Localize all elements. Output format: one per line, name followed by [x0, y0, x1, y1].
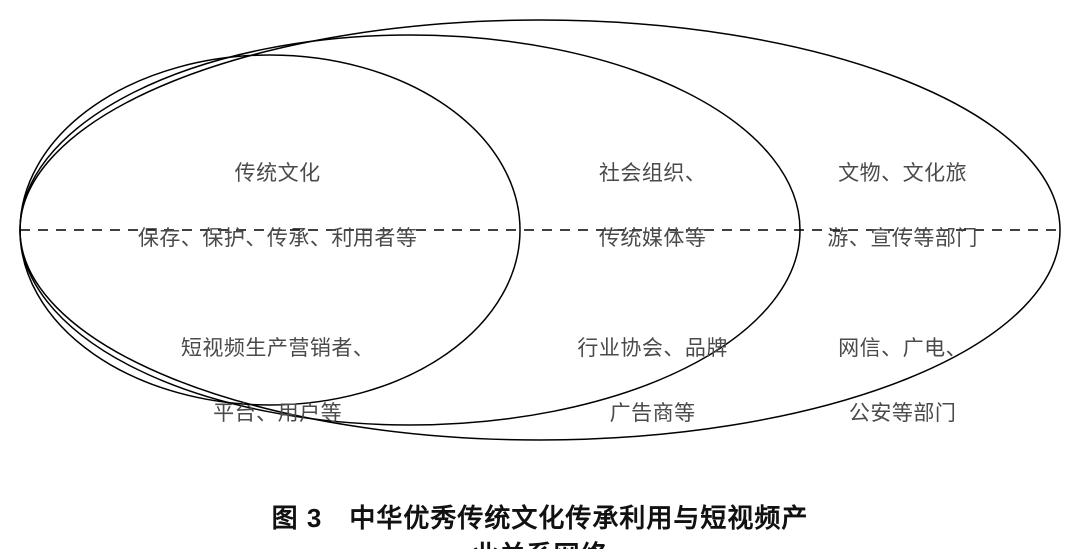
cell-r1c3: 文物、文化旅 游、宣传等部门 — [802, 125, 978, 288]
cell-r2c3: 网信、广电、 公安等部门 — [813, 300, 967, 463]
cell-r2c1: 短视频生产营销者、 平台、用户等 — [156, 300, 375, 463]
cell-r2c1-line1: 短视频生产营销者、 — [181, 337, 375, 360]
cell-r2c3-line1: 网信、广电、 — [838, 337, 967, 360]
cell-r2c1-line2: 平台、用户等 — [213, 402, 342, 425]
cell-r1c3-line2: 游、宣传等部门 — [827, 227, 978, 250]
cell-r2c2-line1: 行业协会、品牌 — [577, 337, 728, 360]
cell-r1c2-line2: 传统媒体等 — [599, 227, 707, 250]
cell-r2c3-line2: 公安等部门 — [849, 402, 957, 425]
cell-r1c3-line1: 文物、文化旅 — [838, 162, 967, 185]
cell-r1c1-line2: 保存、保护、传承、利用者等 — [138, 227, 418, 250]
cell-r2c2: 行业协会、品牌 广告商等 — [552, 300, 728, 463]
figure-caption: 图 3 中华优秀传统文化传承利用与短视频产业关系网络 — [270, 498, 810, 549]
cell-r1c2-line1: 社会组织、 — [599, 162, 707, 185]
cell-r1c1: 传统文化 保存、保护、传承、利用者等 — [113, 125, 418, 288]
diagram-canvas: 传统文化 保存、保护、传承、利用者等 社会组织、 传统媒体等 文物、文化旅 游、… — [0, 0, 1080, 549]
cell-r1c1-line1: 传统文化 — [235, 162, 321, 185]
cell-r2c2-line2: 广告商等 — [610, 402, 696, 425]
cell-r1c2: 社会组织、 传统媒体等 — [574, 125, 707, 288]
